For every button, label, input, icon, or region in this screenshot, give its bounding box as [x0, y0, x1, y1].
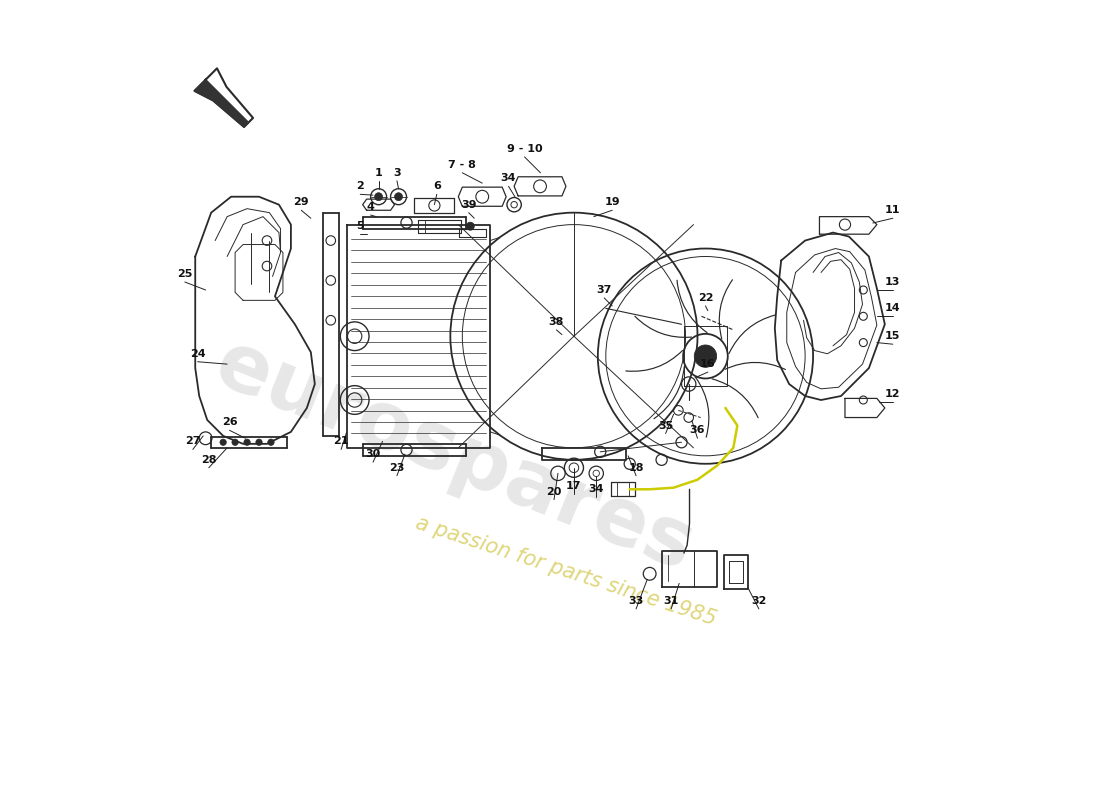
Circle shape — [244, 439, 250, 446]
Polygon shape — [195, 80, 249, 127]
Text: 13: 13 — [886, 277, 901, 287]
Text: 38: 38 — [549, 317, 564, 327]
Text: 19: 19 — [604, 198, 620, 207]
Text: 3: 3 — [393, 168, 400, 178]
Circle shape — [256, 439, 262, 446]
Text: 7 - 8: 7 - 8 — [449, 160, 476, 170]
Text: 26: 26 — [222, 418, 238, 427]
Text: 32: 32 — [751, 596, 767, 606]
Text: 24: 24 — [190, 349, 206, 358]
Polygon shape — [195, 68, 253, 127]
Text: 34: 34 — [500, 174, 516, 183]
Text: 36: 36 — [690, 426, 705, 435]
Text: 11: 11 — [886, 206, 901, 215]
Text: 29: 29 — [294, 198, 309, 207]
Text: 18: 18 — [628, 462, 643, 473]
Circle shape — [395, 193, 403, 201]
Text: 22: 22 — [697, 293, 713, 303]
Circle shape — [694, 345, 716, 367]
Text: a passion for parts since 1985: a passion for parts since 1985 — [414, 514, 718, 630]
Text: 15: 15 — [886, 331, 901, 342]
Text: 5: 5 — [356, 222, 364, 231]
Text: 33: 33 — [628, 596, 643, 606]
Text: 14: 14 — [886, 303, 901, 314]
Circle shape — [466, 222, 474, 230]
Text: 21: 21 — [333, 437, 349, 446]
Circle shape — [375, 193, 383, 201]
Text: 6: 6 — [433, 182, 441, 191]
Text: 23: 23 — [389, 462, 405, 473]
Text: 17: 17 — [566, 481, 582, 491]
Text: 16: 16 — [700, 359, 716, 369]
Circle shape — [267, 439, 274, 446]
Text: 9 - 10: 9 - 10 — [507, 144, 542, 154]
Text: 30: 30 — [365, 450, 381, 459]
Text: eurospares: eurospares — [204, 324, 705, 587]
Text: 12: 12 — [886, 389, 901, 398]
Text: 37: 37 — [596, 285, 612, 295]
Text: 27: 27 — [185, 437, 200, 446]
Circle shape — [220, 439, 227, 446]
Text: 2: 2 — [356, 182, 364, 191]
Text: 4: 4 — [366, 202, 375, 212]
Text: 34: 34 — [588, 484, 604, 494]
Text: 39: 39 — [461, 200, 476, 210]
Text: 1: 1 — [375, 168, 383, 178]
Text: 25: 25 — [177, 269, 192, 279]
Text: 28: 28 — [201, 454, 217, 465]
Text: 31: 31 — [663, 596, 679, 606]
Text: 20: 20 — [547, 486, 562, 497]
Circle shape — [232, 439, 239, 446]
Text: 35: 35 — [658, 421, 673, 430]
